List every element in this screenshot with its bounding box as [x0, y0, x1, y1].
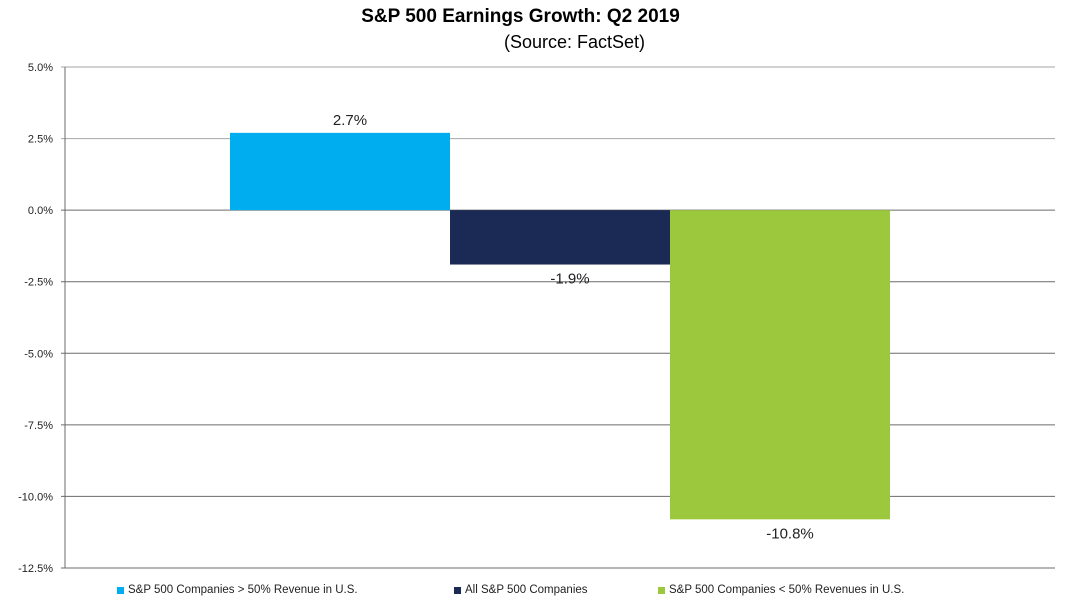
- y-tick-label: -10.0%: [18, 491, 53, 503]
- y-axis: 5.0% 2.5% 0.0% -2.5% -5.0% -7.5% -10.0% -12.5%: [18, 62, 66, 575]
- chart-subtitle: (Source: FactSet): [503, 32, 646, 52]
- data-labels: 2.7% -1.9% -10.8%: [333, 112, 814, 542]
- y-tick-label: -5.0%: [24, 348, 53, 360]
- bars: [230, 132, 890, 520]
- y-tick-label: 5.0%: [28, 62, 53, 74]
- legend-swatch-all: [454, 586, 461, 594]
- data-label-0: 2.7%: [333, 112, 367, 129]
- legend-swatch-lt50: [658, 586, 665, 594]
- legend-item-lt50: S&P 500 Companies < 50% Revenues in U.S.: [658, 584, 904, 596]
- bar-1: [450, 210, 670, 265]
- legend-label-lt50: S&P 500 Companies < 50% Revenues in U.S.: [669, 584, 905, 596]
- legend-item-gt50: S&P 500 Companies > 50% Revenue in U.S.: [117, 584, 358, 596]
- legend-label-gt50: S&P 500 Companies > 50% Revenue in U.S.: [128, 584, 358, 596]
- data-label-2: -10.8%: [766, 525, 814, 542]
- y-tick-label: -12.5%: [18, 563, 53, 575]
- y-tick-label: 0.0%: [28, 205, 53, 217]
- y-tick-label: 2.5%: [28, 134, 53, 146]
- legend: S&P 500 Companies > 50% Revenue in U.S. …: [0, 584, 1069, 600]
- bar-0: [230, 132, 450, 211]
- data-label-1: -1.9%: [550, 271, 589, 288]
- legend-item-all: All S&P 500 Companies: [454, 584, 588, 596]
- chart-title: S&P 500 Earnings Growth: Q2 2019: [361, 6, 680, 27]
- legend-label-all: All S&P 500 Companies: [465, 584, 588, 596]
- legend-swatch-gt50: [117, 586, 124, 594]
- y-tick-label: -7.5%: [24, 420, 53, 432]
- bar-2: [670, 210, 890, 520]
- gridlines: [61, 66, 1055, 569]
- y-tick-label: -2.5%: [24, 277, 53, 289]
